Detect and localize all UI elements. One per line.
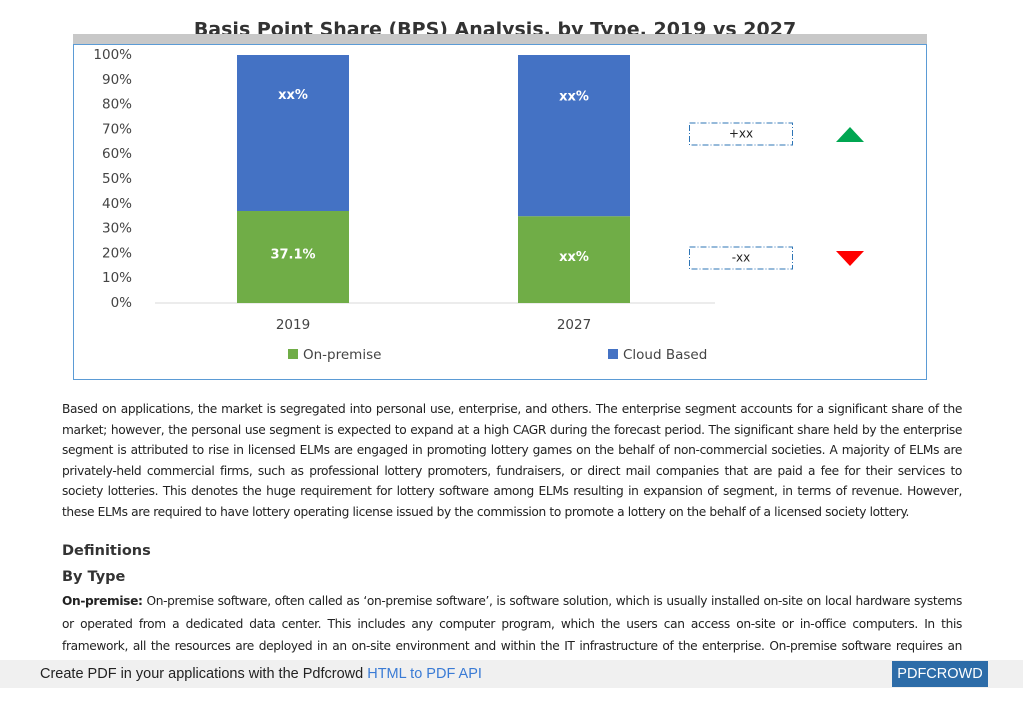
paragraph: Based on applications, the market is seg…: [62, 402, 962, 519]
bar-segment: [237, 210, 349, 303]
definition-text: On-premise software, often called as ‘on…: [62, 594, 962, 653]
value-label: xx%: [278, 88, 308, 103]
definition: On-premise: On-premise software, often c…: [62, 590, 962, 660]
brand[interactable]: PDFCROWD: [892, 661, 988, 687]
bar-segment: [237, 55, 349, 211]
trend-arrow: [836, 127, 864, 142]
value-label: xx%: [559, 250, 589, 265]
x-tick-label: 2019: [276, 317, 310, 333]
footer: Create PDF in your applications with the…: [0, 660, 1023, 688]
x-tick-label: 2027: [557, 317, 591, 333]
chart: Basis Point Share (BPS) Analysis, by Typ…: [73, 19, 927, 380]
annotation: +xx: [729, 127, 753, 141]
y-tick-label: 60%: [102, 146, 132, 162]
chart-frame: [73, 44, 927, 380]
term: On-premise:: [62, 594, 143, 608]
y-tick-label: 70%: [102, 121, 132, 137]
heading: Definitions: [62, 543, 151, 559]
y-tick-label: 20%: [102, 245, 132, 261]
y-tick-label: 10%: [102, 270, 132, 286]
annotation-box: [689, 246, 793, 270]
value-label: 37.1%: [270, 247, 315, 262]
annotation-box: [689, 122, 793, 146]
title-bar: [73, 34, 927, 44]
trend-arrow: [836, 251, 864, 266]
y-tick-label: 80%: [102, 97, 132, 113]
y-tick-label: 40%: [102, 196, 132, 212]
value-label: xx%: [559, 89, 589, 104]
legend-label: Cloud Based: [623, 347, 707, 363]
bar-segment: [518, 55, 630, 217]
subheading: By Type: [62, 569, 126, 585]
y-tick-label: 50%: [102, 171, 132, 187]
y-tick-label: 0%: [111, 295, 133, 311]
footer-label: Create PDF in your applications with the…: [40, 666, 364, 682]
legend-swatch: [288, 349, 298, 359]
y-tick-label: 30%: [102, 221, 132, 237]
footer-text: Create PDF in your applications with the…: [40, 666, 482, 682]
legend-label: On-premise: [303, 347, 381, 363]
footer-link[interactable]: HTML to PDF API: [367, 666, 482, 682]
y-tick-label: 100%: [93, 47, 132, 63]
legend-swatch: [608, 349, 618, 359]
y-tick-label: 90%: [102, 72, 132, 88]
annotation: -xx: [732, 251, 751, 265]
bar-segment: [518, 216, 630, 303]
